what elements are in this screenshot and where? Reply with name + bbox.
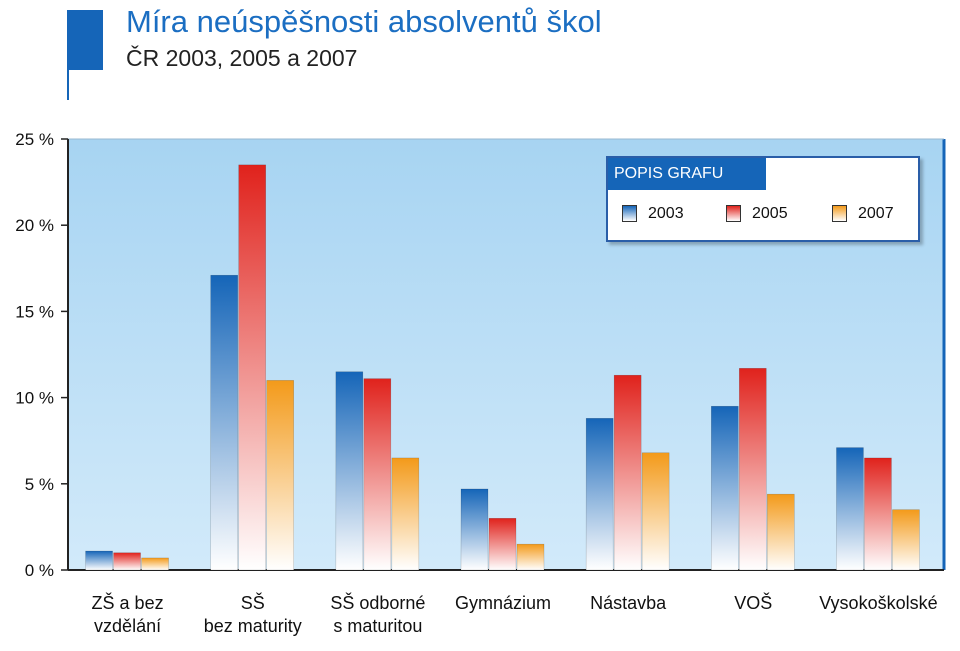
bar-2005-4: [613, 374, 642, 571]
chart-legend: POPIS GRAFU 2003 2005 2007: [606, 156, 920, 242]
bar-2005-0: [113, 552, 141, 571]
legend-swatch-2005: [726, 205, 741, 222]
bar-2005-2: [363, 378, 392, 571]
bar-2003-3: [460, 488, 489, 571]
x-category-label: Vysokoškolské: [819, 593, 937, 613]
bar-2003-2: [335, 371, 364, 571]
x-category-label: s maturitou: [333, 616, 422, 636]
y-tick-label: 0 %: [25, 561, 54, 580]
bar-2007-5: [767, 493, 795, 571]
bar-2007-2: [391, 457, 420, 571]
legend-label-2005: 2005: [752, 205, 788, 222]
bar-2005-6: [864, 457, 892, 571]
bar-2003-4: [585, 418, 614, 571]
legend-swatch-2003: [622, 205, 637, 222]
chart-header: Míra neúspěšnosti absolventů škol ČR 200…: [0, 0, 960, 100]
bar-2007-6: [892, 509, 920, 571]
title-accent-line: [67, 70, 69, 100]
x-category-label: SŠ: [241, 592, 265, 613]
legend-header: POPIS GRAFU: [608, 158, 766, 190]
chart-subtitle: ČR 2003, 2005 a 2007: [126, 45, 358, 71]
y-tick-label: 20 %: [15, 216, 54, 235]
bar-2007-3: [516, 543, 545, 571]
x-category-label: ZŠ a bez: [92, 592, 164, 613]
x-category-label: bez maturity: [204, 616, 302, 636]
x-category-label: VOŠ: [734, 592, 772, 613]
y-tick-label: 25 %: [15, 130, 54, 149]
x-category-label: SŠ odborné: [330, 592, 425, 613]
legend-swatch-2007: [832, 205, 847, 222]
bar-2003-6: [836, 447, 864, 571]
x-category-label: vzdělání: [94, 616, 161, 636]
bar-2007-1: [266, 380, 294, 571]
bar-2003-0: [85, 550, 113, 571]
legend-label-2007: 2007: [858, 205, 894, 222]
x-category-label: Gymnázium: [455, 593, 551, 613]
x-category-label: Nástavba: [590, 593, 667, 613]
bar-2003-1: [210, 274, 238, 571]
legend-label-2003: 2003: [648, 205, 684, 222]
bar-2005-3: [488, 518, 517, 571]
y-tick-label: 5 %: [25, 475, 54, 494]
bar-2003-5: [711, 405, 739, 571]
y-tick-label: 10 %: [15, 389, 54, 408]
bar-2005-5: [739, 368, 767, 571]
bar-2007-4: [641, 452, 670, 571]
y-tick-label: 15 %: [15, 302, 54, 321]
bar-2007-0: [141, 557, 169, 571]
chart-title: Míra neúspěšnosti absolventů škol: [126, 4, 602, 39]
title-accent-bar: [67, 10, 103, 70]
bar-2005-1: [238, 164, 266, 571]
